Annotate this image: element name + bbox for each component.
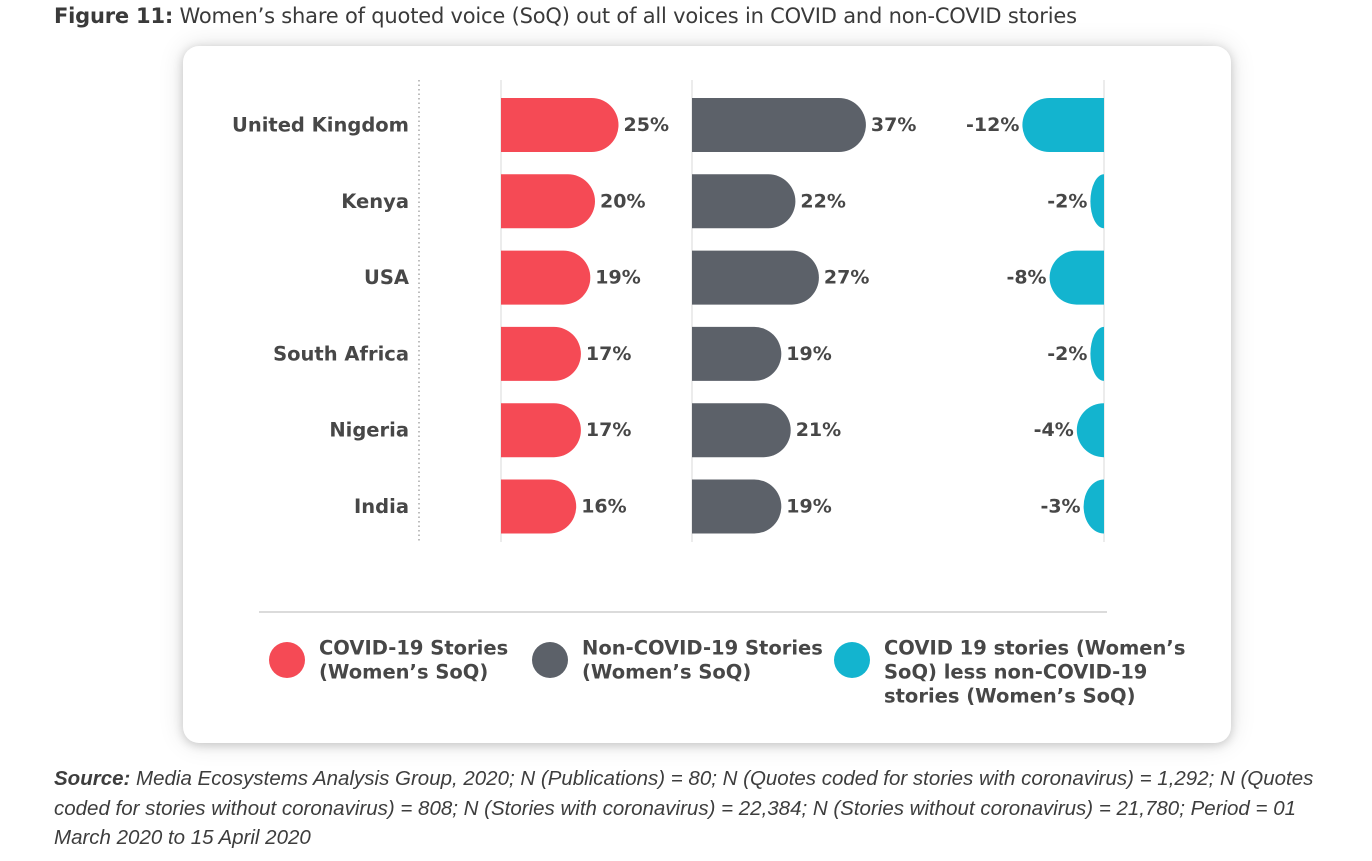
legend-label: SoQ) less non-COVID-19 xyxy=(884,661,1147,684)
figure-title-text: Women’s share of quoted voice (SoQ) out … xyxy=(173,4,1077,28)
category-label: Kenya xyxy=(341,190,409,213)
covid-value-label: 20% xyxy=(600,190,645,212)
legend-label: stories (Women’s SoQ) xyxy=(884,685,1136,708)
difference-value-label: -3% xyxy=(1040,496,1080,518)
difference-bar xyxy=(1049,250,1104,305)
difference-bar xyxy=(1090,174,1104,229)
legend-label: COVID 19 stories (Women’s xyxy=(884,637,1185,660)
category-label: USA xyxy=(364,266,409,289)
category-label: United Kingdom xyxy=(232,114,409,137)
non-covid-value-label: 19% xyxy=(786,343,831,365)
non-covid-bar xyxy=(692,174,796,229)
legend-marker xyxy=(532,642,568,678)
difference-bar xyxy=(1090,326,1104,381)
covid-bar xyxy=(501,250,591,305)
non-covid-value-label: 22% xyxy=(800,190,845,212)
legend-label: Non-COVID-19 Stories xyxy=(582,637,823,660)
non-covid-value-label: 21% xyxy=(796,419,841,441)
non-covid-bar xyxy=(692,403,791,458)
chart-card: United Kingdom 25% 37% -12% Kenya 20% 22% -2% US… xyxy=(183,46,1231,743)
non-covid-bar xyxy=(692,250,819,305)
bar-chart: United Kingdom 25% 37% -12% Kenya 20% 22% -2% US… xyxy=(232,80,1185,708)
category-label: South Africa xyxy=(273,342,409,365)
covid-bar xyxy=(501,403,581,458)
difference-value-label: -8% xyxy=(1006,267,1046,289)
source-text: Media Ecosystems Analysis Group, 2020; N… xyxy=(54,767,1314,849)
category-label: Nigeria xyxy=(329,419,409,442)
non-covid-value-label: 19% xyxy=(786,496,831,518)
non-covid-bar xyxy=(692,98,866,152)
source-note: Source: Media Ecosystems Analysis Group,… xyxy=(54,764,1314,853)
legend-marker xyxy=(834,642,870,678)
difference-value-label: -2% xyxy=(1047,343,1087,365)
difference-bar xyxy=(1083,479,1104,534)
figure-title-lead: Figure 11: xyxy=(54,4,174,28)
covid-bar xyxy=(501,326,581,381)
non-covid-value-label: 37% xyxy=(871,114,916,136)
legend-label: (Women’s SoQ) xyxy=(582,661,751,684)
legend-label: (Women’s SoQ) xyxy=(319,661,488,684)
covid-bar xyxy=(501,479,577,534)
category-label: India xyxy=(354,495,409,518)
difference-value-label: -4% xyxy=(1034,419,1074,441)
covid-bar xyxy=(501,98,619,152)
covid-value-label: 17% xyxy=(586,419,631,441)
difference-bar xyxy=(1022,98,1104,152)
legend-marker xyxy=(269,642,305,678)
non-covid-bar xyxy=(692,326,782,381)
legend-label: COVID-19 Stories xyxy=(319,637,508,660)
covid-value-label: 16% xyxy=(581,496,626,518)
difference-value-label: -12% xyxy=(966,114,1019,136)
covid-value-label: 17% xyxy=(586,343,631,365)
covid-value-label: 19% xyxy=(595,267,640,289)
covid-value-label: 25% xyxy=(624,114,669,136)
covid-bar xyxy=(501,174,595,229)
difference-value-label: -2% xyxy=(1047,190,1087,212)
difference-bar xyxy=(1076,403,1104,458)
non-covid-value-label: 27% xyxy=(824,267,869,289)
non-covid-bar xyxy=(692,479,782,534)
figure-title: Figure 11: Women’s share of quoted voice… xyxy=(54,4,1077,28)
source-lead: Source: xyxy=(54,767,131,790)
